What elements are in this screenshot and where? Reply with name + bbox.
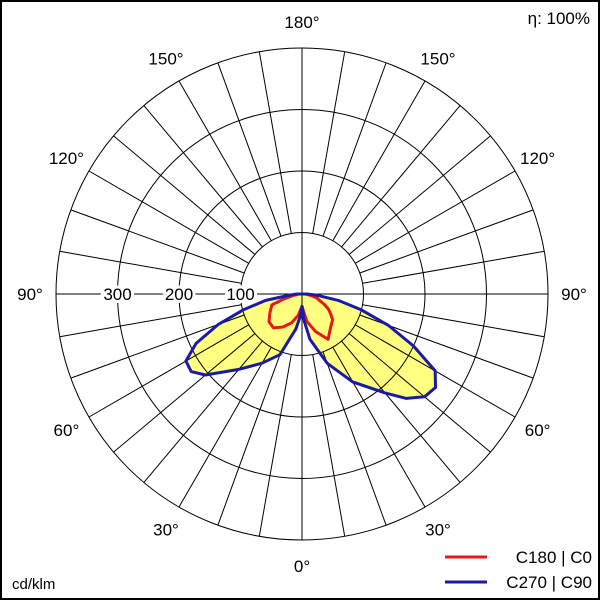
angle-label: 150° (420, 49, 455, 68)
spoke-40 (341, 340, 461, 483)
spoke-10 (312, 354, 346, 537)
radial-tick-labels: 100 200 300 (100, 282, 257, 307)
spoke-50 (348, 333, 491, 453)
spoke-210 (178, 80, 272, 241)
spoke-260 (59, 250, 242, 284)
spoke-110 (359, 209, 534, 274)
spoke-300 (88, 324, 249, 418)
angle-label: 60° (525, 421, 551, 440)
radial-tick-label: 300 (103, 285, 131, 304)
spoke-130 (348, 135, 491, 255)
angle-label: 90° (561, 285, 587, 304)
spoke-140 (341, 105, 461, 248)
fill-c270-c90 (185, 294, 436, 399)
angle-label: 120° (49, 149, 84, 168)
spoke-150 (332, 80, 426, 241)
angle-label: 30° (425, 521, 451, 540)
spoke-100 (362, 250, 545, 284)
radial-tick-label: 100 (226, 285, 254, 304)
spoke-160 (322, 62, 387, 237)
spoke-250 (70, 209, 245, 274)
spoke-320 (143, 340, 263, 483)
radial-tick-label: 200 (165, 285, 193, 304)
angle-label: 0° (294, 557, 310, 576)
angle-label: 180° (284, 13, 319, 32)
spoke-340 (217, 351, 282, 526)
curve-layer (184, 292, 437, 400)
spoke-230 (113, 135, 256, 255)
spoke-350 (258, 354, 292, 537)
spoke-20 (322, 351, 387, 526)
spoke-280 (59, 304, 242, 338)
unit-label: cd/klm (12, 576, 55, 593)
spoke-170 (312, 51, 346, 234)
spoke-240 (88, 170, 249, 264)
angle-labels: 0° 30° 60° 90° 120° 150° 180° 150° 120° 90° 60° 30° (17, 13, 587, 576)
legend-label-c180-c0: C180 | C0 (516, 548, 592, 567)
legend-label-c270-c90: C270 | C90 (506, 573, 592, 592)
curve-c270-c90 (184, 292, 437, 400)
legend: C180 | C0 C270 | C90 (445, 548, 592, 592)
angle-label: 60° (54, 421, 80, 440)
spoke-30 (332, 347, 426, 508)
spoke-330 (178, 347, 272, 508)
angle-label: 30° (153, 521, 179, 540)
spoke-200 (217, 62, 282, 237)
angle-label: 150° (148, 49, 183, 68)
spoke-120 (355, 170, 516, 264)
fill-layer (185, 294, 436, 399)
angle-label: 120° (520, 149, 555, 168)
spoke-80 (362, 304, 545, 338)
efficiency-label: η: 100% (528, 9, 590, 28)
spoke-220 (143, 105, 263, 248)
spoke-310 (113, 333, 256, 453)
spoke-190 (258, 51, 292, 234)
angle-label: 90° (17, 285, 43, 304)
